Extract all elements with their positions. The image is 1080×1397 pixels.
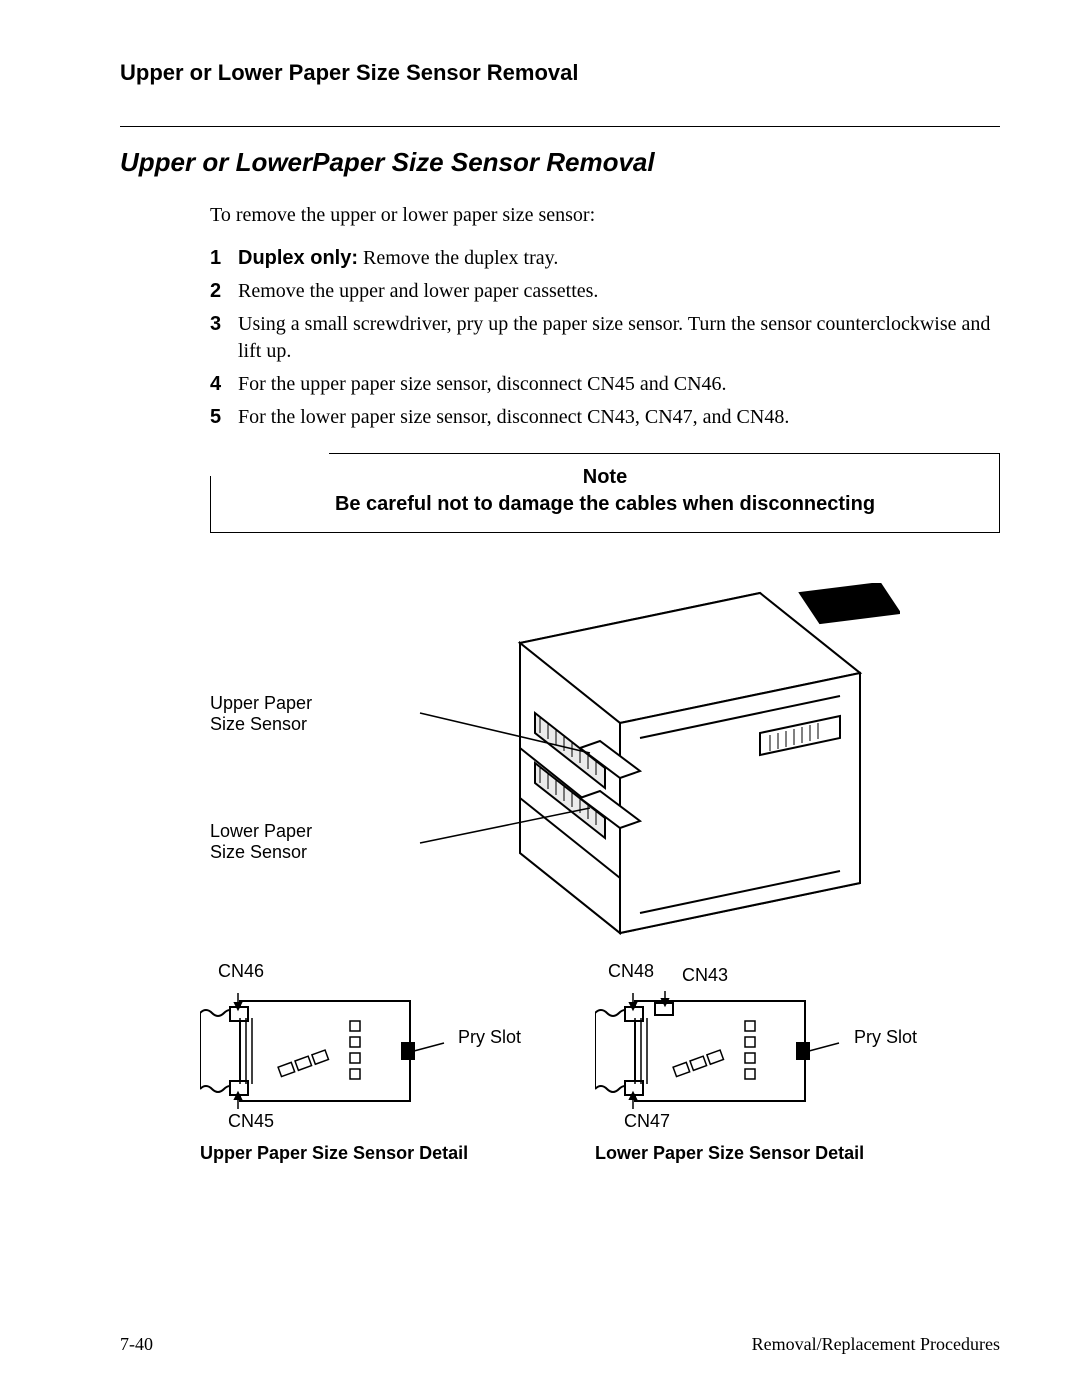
cn43-label: CN43 <box>682 965 728 986</box>
footer-section: Removal/Replacement Procedures <box>752 1334 1000 1355</box>
step-number: 4 <box>210 371 238 398</box>
step-text: For the upper paper size sensor, disconn… <box>238 371 1000 398</box>
note-box: Note Be careful not to damage the cables… <box>210 453 1000 533</box>
note-text: Be careful not to damage the cables when… <box>229 491 981 518</box>
section-title: Upper or LowerPaper Size Sensor Removal <box>120 147 1000 178</box>
cn48-label: CN48 <box>608 961 654 982</box>
step: 2 Remove the upper and lower paper casse… <box>210 278 1000 305</box>
note-label: Note <box>229 464 981 491</box>
pry-slot-left-label: Pry Slot <box>458 1027 521 1048</box>
upper-detail-caption: Upper Paper Size Sensor Detail <box>200 1143 468 1164</box>
footer-page-number: 7-40 <box>120 1334 153 1355</box>
page-footer: 7-40 Removal/Replacement Procedures <box>120 1334 1000 1355</box>
lower-sensor-label: Lower Paper Size Sensor <box>210 821 312 862</box>
cn47-label: CN47 <box>624 1111 670 1132</box>
step: 3 Using a small screwdriver, pry up the … <box>210 311 1000 365</box>
step-number: 1 <box>210 245 238 272</box>
label-line: Size Sensor <box>210 842 307 862</box>
step-text: Using a small screwdriver, pry up the pa… <box>238 311 1000 365</box>
intro-text: To remove the upper or lower paper size … <box>210 202 1000 229</box>
upper-sensor-label: Upper Paper Size Sensor <box>210 693 312 734</box>
step-rest: Remove the duplex tray. <box>358 247 558 269</box>
step-text: For the lower paper size sensor, disconn… <box>238 404 1000 431</box>
figure-area: Upper Paper Size Sensor Lower Paper Size… <box>210 563 990 1203</box>
step: 5 For the lower paper size sensor, disco… <box>210 404 1000 431</box>
page-header-title: Upper or Lower Paper Size Sensor Removal <box>120 60 1000 86</box>
divider <box>120 126 1000 127</box>
step: 4 For the upper paper size sensor, disco… <box>210 371 1000 398</box>
step-number: 3 <box>210 311 238 365</box>
step-number: 2 <box>210 278 238 305</box>
label-line: Lower Paper <box>210 821 312 841</box>
note-inner: Note Be careful not to damage the cables… <box>211 454 999 532</box>
step-text: Duplex only: Remove the duplex tray. <box>238 245 1000 272</box>
body-block: To remove the upper or lower paper size … <box>210 202 1000 533</box>
cn45-label: CN45 <box>228 1111 274 1132</box>
upper-detail-illustration <box>200 973 460 1123</box>
step: 1 Duplex only: Remove the duplex tray. <box>210 245 1000 272</box>
label-line: Size Sensor <box>210 714 307 734</box>
step-bold: Duplex only: <box>238 247 358 269</box>
step-text: Remove the upper and lower paper cassett… <box>238 278 1000 305</box>
note-mask <box>209 452 329 476</box>
steps-list: 1 Duplex only: Remove the duplex tray. 2… <box>210 245 1000 431</box>
label-line: Upper Paper <box>210 693 312 713</box>
printer-illustration <box>380 583 900 963</box>
lower-detail-illustration <box>595 973 855 1123</box>
lower-detail-caption: Lower Paper Size Sensor Detail <box>595 1143 864 1164</box>
pry-slot-right-label: Pry Slot <box>854 1027 917 1048</box>
page: Upper or Lower Paper Size Sensor Removal… <box>0 0 1080 1397</box>
step-number: 5 <box>210 404 238 431</box>
cn46-label: CN46 <box>218 961 264 982</box>
